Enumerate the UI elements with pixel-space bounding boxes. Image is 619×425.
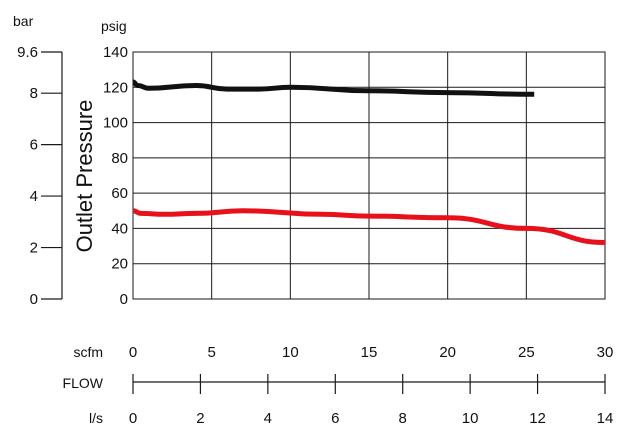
ls-tick-label: 8 [399, 410, 407, 425]
ls-tick-label: 12 [529, 410, 546, 425]
bar-tick-label: 4 [30, 188, 38, 205]
scfm-tick-label: 20 [439, 344, 456, 361]
y-axis-title: Outlet Pressure [72, 100, 97, 253]
psig-tick-label: 40 [111, 220, 128, 237]
scfm-tick-label: 25 [518, 344, 535, 361]
psig-tick-label: 60 [111, 185, 128, 202]
series-line [132, 79, 535, 97]
psig-tick-label: 100 [103, 115, 128, 132]
scfm-unit-label: scfm [73, 344, 103, 360]
bar-tick-label: 0 [30, 291, 38, 308]
ls-tick-label: 10 [462, 410, 479, 425]
ls-tick-label: 14 [597, 410, 614, 425]
bar-tick-label: 6 [30, 137, 38, 154]
psig-tick-label: 20 [111, 256, 128, 273]
scfm-tick-label: 10 [282, 344, 299, 361]
bar-tick-label: 9.6 [17, 44, 38, 61]
scfm-tick-label: 30 [597, 344, 614, 361]
bar-unit-label: bar [13, 13, 34, 29]
scfm-tick-label: 15 [361, 344, 378, 361]
series-line [132, 208, 606, 245]
scfm-tick-label: 0 [129, 344, 137, 361]
axes: bar psig Outlet Pressure scfm FLOW l/s 0… [13, 13, 613, 425]
flow-axis-title: FLOW [63, 375, 104, 391]
bar-tick-label: 2 [30, 240, 38, 257]
bar-tick-label: 8 [30, 85, 38, 102]
ls-tick-label: 4 [264, 410, 272, 425]
series-lines [132, 79, 606, 245]
scfm-tick-label: 5 [207, 344, 215, 361]
ls-tick-label: 6 [331, 410, 339, 425]
psig-unit-label: psig [101, 18, 127, 34]
psig-tick-label: 0 [120, 291, 128, 308]
psig-tick-label: 80 [111, 150, 128, 167]
psig-tick-label: 140 [103, 44, 128, 61]
ls-tick-label: 0 [129, 410, 137, 425]
psig-tick-label: 120 [103, 79, 128, 96]
ls-tick-label: 2 [196, 410, 204, 425]
ls-unit-label: l/s [89, 410, 103, 425]
